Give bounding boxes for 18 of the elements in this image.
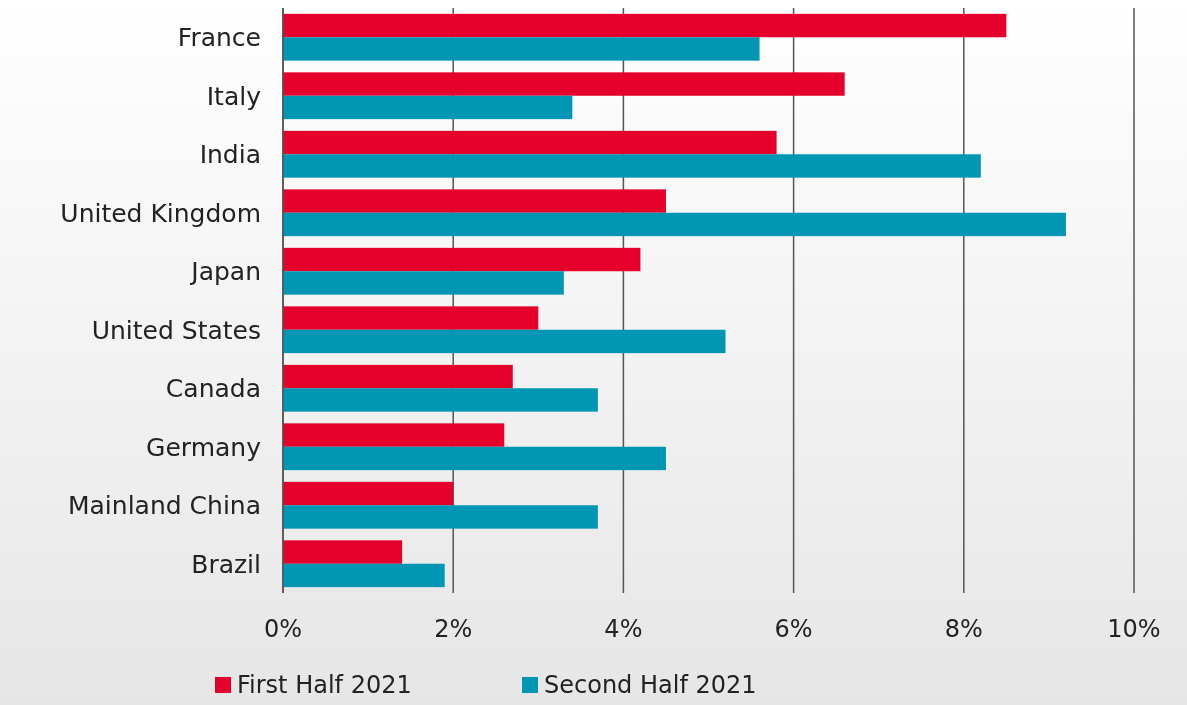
y-tick-label: France xyxy=(177,23,261,52)
y-tick-label: Germany xyxy=(146,432,262,462)
y-tick-label: United States xyxy=(91,315,261,345)
y-tick-label: Mainland China xyxy=(67,491,261,520)
y-tick-label: India xyxy=(199,140,261,169)
x-tick-label: 4% xyxy=(604,615,643,643)
y-tick-label: United Kingdom xyxy=(60,198,261,228)
y-tick-label: Japan xyxy=(189,257,261,286)
legend-label: Second Half 2021 xyxy=(544,671,757,699)
y-tick-label: Canada xyxy=(165,374,261,403)
x-tick-label: 10% xyxy=(1107,615,1161,643)
x-tick-label: 2% xyxy=(434,615,473,643)
x-tick-label: 8% xyxy=(944,615,983,643)
x-tick-label: 6% xyxy=(774,615,813,643)
legend-label: First Half 2021 xyxy=(237,671,412,699)
x-tick-label: 0% xyxy=(263,615,303,643)
y-tick-label: Brazil xyxy=(191,549,261,579)
y-tick-label: Italy xyxy=(206,81,262,111)
